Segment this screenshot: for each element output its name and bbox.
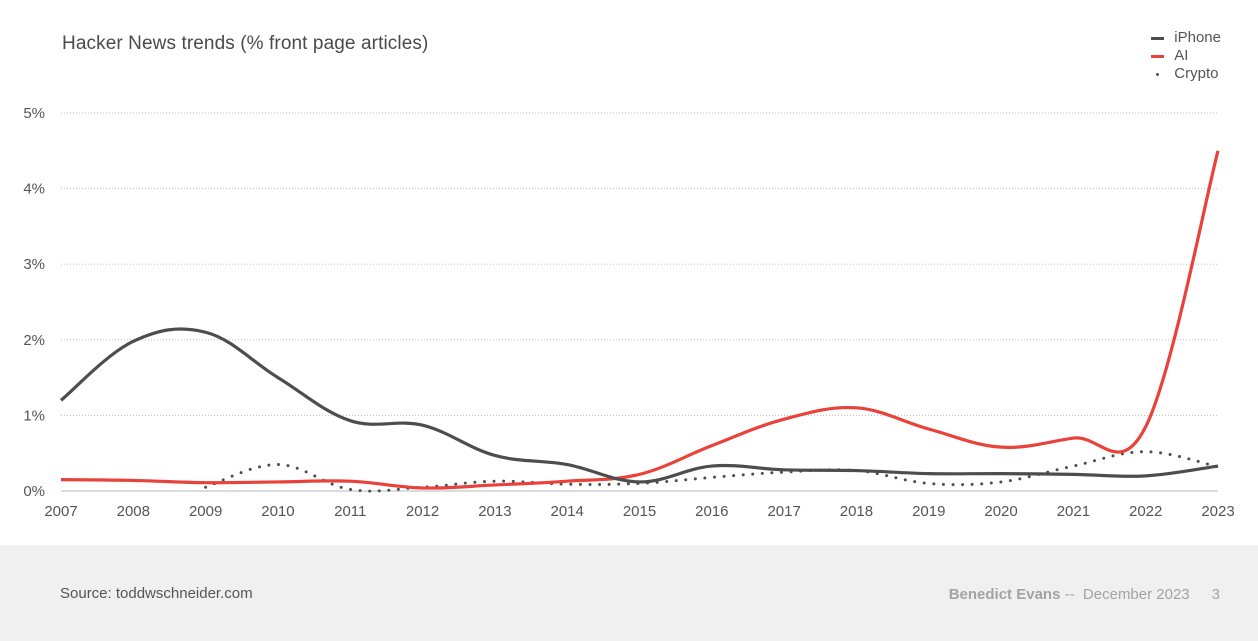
legend-swatch-crypto [1151,72,1164,76]
source-note: Source: toddwschneider.com [60,585,253,602]
legend-label-crypto: Crypto [1174,65,1219,82]
credit-separator: -- [1060,586,1083,603]
series-line-iphone [59,327,1219,484]
x-tick-label: 2009 [189,503,222,520]
chart-title: Hacker News trends (% front page article… [62,33,429,54]
series-line-crypto [204,450,1220,493]
x-tick-label: 2011 [334,503,366,520]
x-tick-label: 2020 [984,503,1017,520]
footer: Source: toddwschneider.com Benedict Evan… [0,545,1258,641]
x-tick-label: 2023 [1201,503,1234,520]
y-tick-label: 3% [23,256,45,273]
legend-item-crypto: Crypto [1151,65,1221,83]
series-lines [59,150,1220,493]
x-tick-label: 2013 [478,503,511,520]
credit: Benedict Evans -- December 2023 3 [949,586,1220,603]
x-tick-label: 2019 [912,503,945,520]
y-tick-label: 4% [23,181,45,198]
x-axis-ticks: 2007 2008 2009 2010 2011 2012 2013 2014 2015 2016… [44,503,1234,520]
legend-swatch-ai [1151,54,1165,58]
x-tick-label: 2018 [840,503,873,520]
legend-item-ai: AI [1151,47,1221,65]
page-number: 3 [1211,586,1220,603]
author-name: Benedict Evans [948,586,1061,603]
line-chart: 0% 1% 2% 3% 4% 5% 2007 2008 2009 2010 2011 2012 201… [23,105,1234,520]
y-tick-label: 2% [23,332,45,349]
legend-item-iphone: iPhone [1151,29,1221,47]
x-tick-label: 2015 [623,503,656,520]
gridlines [61,112,1218,492]
legend: iPhone AI Crypto [1151,29,1221,83]
x-tick-label: 2007 [44,503,77,520]
date: December 2023 [1082,586,1190,603]
y-tick-label: 5% [23,105,45,122]
x-tick-label: 2012 [406,503,439,520]
series-line-ai [60,150,1220,490]
x-tick-label: 2014 [551,503,584,520]
legend-label-ai: AI [1174,47,1189,64]
legend-swatch-iphone [1151,36,1165,40]
y-axis-ticks: 0% 1% 2% 3% 4% 5% [23,105,45,500]
x-tick-label: 2016 [695,503,728,520]
x-tick-label: 2017 [767,503,800,520]
y-tick-label: 0% [23,483,45,500]
x-tick-label: 2021 [1057,503,1090,520]
x-tick-label: 2010 [261,503,294,520]
legend-label-iphone: iPhone [1174,29,1221,46]
x-tick-label: 2022 [1129,503,1162,520]
y-tick-label: 1% [23,407,45,424]
x-tick-label: 2008 [117,503,150,520]
